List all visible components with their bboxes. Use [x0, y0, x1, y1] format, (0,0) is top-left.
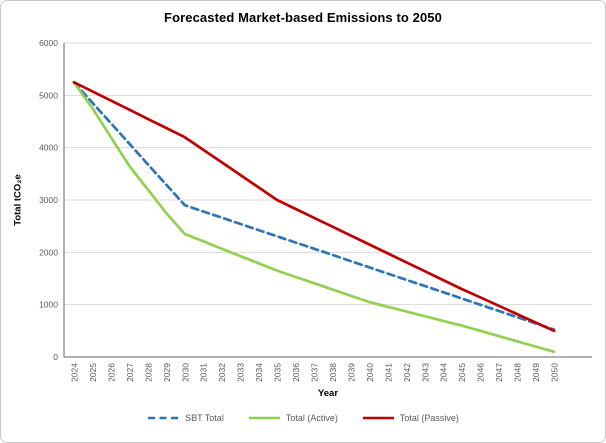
x-tick-label: 2029: [162, 363, 172, 382]
series-line-total-passive: [72, 80, 556, 333]
series-line-total-active: [72, 80, 556, 354]
x-tick-label: 2044: [439, 363, 449, 382]
y-tick-label: 2000: [39, 247, 58, 257]
x-tick-label: 2027: [125, 363, 135, 382]
x-tick-label: 2049: [531, 363, 541, 382]
x-tick-label: 2045: [457, 363, 467, 382]
series-line-sbt-total: [72, 80, 556, 331]
x-tick-label: 2028: [143, 363, 153, 382]
legend-label: Total (Passive): [399, 413, 459, 423]
chart-legend: SBT Total Total (Active) Total (Passive): [1, 413, 605, 423]
x-tick-label: 2031: [199, 363, 209, 382]
x-tick-label: 2024: [70, 363, 80, 382]
y-tick-label: 0: [53, 352, 58, 362]
x-tick-label: 2037: [310, 363, 320, 382]
chart-title: Forecasted Market-based Emissions to 205…: [164, 10, 442, 25]
x-tick-label: 2048: [513, 363, 523, 382]
legend-label: Total (Active): [285, 413, 338, 423]
x-tick-label: 2043: [420, 363, 430, 382]
legend-item-sbt-total: SBT Total: [147, 413, 224, 423]
legend-item-total-passive: Total (Passive): [362, 413, 459, 423]
x-tick-label: 2046: [476, 363, 486, 382]
y-tick-label: 5000: [39, 90, 58, 100]
legend-marker-solid-line-icon: [362, 416, 394, 420]
x-tick-label: 2042: [402, 363, 412, 382]
x-tick-label: 2047: [494, 363, 504, 382]
x-tick-label: 2030: [180, 363, 190, 382]
x-tick-label: 2034: [254, 363, 264, 382]
x-tick-label: 2033: [236, 363, 246, 382]
legend-marker-dashed-line-icon: [148, 416, 180, 420]
x-tick-label: 2041: [383, 363, 393, 382]
x-tick-label: 2035: [273, 363, 283, 382]
x-axis-title: Year: [317, 388, 339, 399]
x-tick-label: 2038: [328, 363, 338, 382]
y-tick-label: 3000: [39, 195, 58, 205]
legend-item-total-active: Total (Active): [248, 413, 338, 423]
x-tick-label: 2032: [217, 363, 227, 382]
legend-marker-solid-line-icon: [248, 416, 280, 420]
y-tick-label: 4000: [39, 143, 58, 153]
x-tick-label: 2025: [88, 363, 98, 382]
x-tick-label: 2040: [365, 363, 375, 382]
y-axis-title: Total tCO₂e: [12, 174, 24, 226]
y-tick-label: 1000: [39, 300, 58, 310]
x-tick-label: 2036: [291, 363, 301, 382]
x-tick-label: 2039: [346, 363, 356, 382]
x-tick-label: 2050: [550, 363, 560, 382]
y-tick-label: 6000: [39, 38, 58, 48]
legend-label: SBT Total: [185, 413, 224, 423]
x-tick-label: 2026: [106, 363, 116, 382]
